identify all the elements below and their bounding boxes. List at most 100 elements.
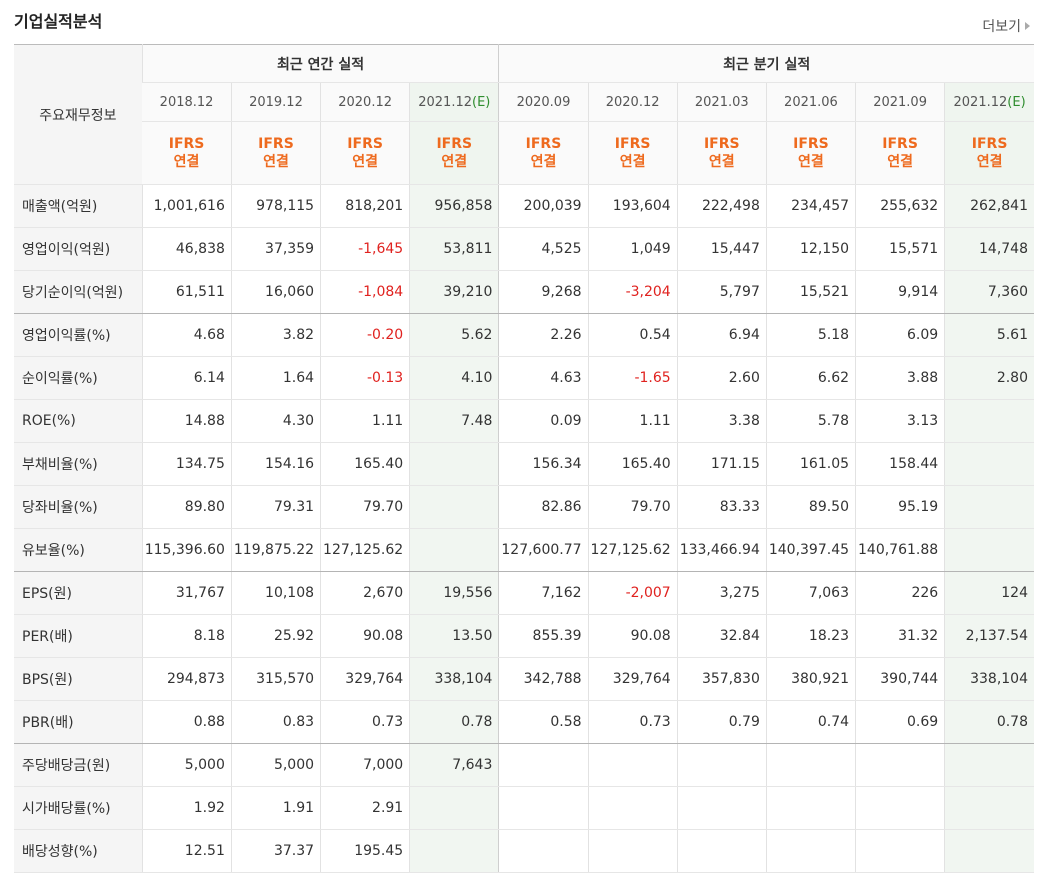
value-cell: 7.48 [409,399,499,443]
value-cell: 6.94 [676,313,767,357]
consolidated-label: 연결 [530,154,557,170]
value-cell [587,786,678,830]
value-cell: 956,858 [409,184,499,228]
value-cell: 1.92 [141,786,232,830]
value-cell: 12,150 [765,227,856,271]
period-header: 2021.06 [765,82,856,122]
ifrs-label: IFRS [971,136,1008,152]
ifrs-label: IFRS [882,136,918,152]
value-cell: 171.15 [676,442,767,486]
value-cell: 154.16 [230,442,321,486]
value-cell: 0.73 [587,700,678,744]
row-label: ROE(%) [14,399,143,443]
value-cell: 338,104 [409,657,499,701]
ifrs-label: IFRS [436,136,473,152]
value-cell: 1,001,616 [141,184,232,228]
consolidated-label: 연결 [976,154,1003,170]
value-cell: 226 [855,571,945,615]
value-cell: 156.34 [498,442,589,486]
value-cell: 10,108 [230,571,321,615]
value-cell: 140,761.88 [855,528,945,572]
value-cell [944,399,1034,443]
value-cell: 4.63 [498,356,589,400]
table-row: EPS(원) 31,767 10,108 2,670 19,556 7,162 -2,007… [14,571,1034,615]
estimate-mark: (E) [472,94,491,110]
value-cell: 7,063 [765,571,856,615]
value-cell: 234,457 [765,184,856,228]
value-cell: 14,748 [944,227,1034,271]
value-cell: 90.08 [320,614,410,658]
table-row: BPS(원) 294,873 315,570 329,764 338,104 342,78… [14,657,1034,701]
ifrs-header: IFRS 연결 [320,121,410,185]
value-cell: 1.11 [320,399,410,443]
value-cell: 222,498 [676,184,767,228]
more-link[interactable]: 더보기 [982,16,1030,36]
value-cell: 13.50 [409,614,499,658]
period-label: 2021.03 [694,94,749,110]
value-cell: 195.45 [320,829,410,873]
value-cell: 855.39 [498,614,589,658]
period-label: 2021.12 [953,94,1008,110]
table-row: PBR(배) 0.88 0.83 0.73 0.78 0.58 0.73 0.79 0.74 0.… [14,700,1034,744]
value-cell: 329,764 [320,657,410,701]
value-cell: 79.70 [320,485,410,529]
value-cell: 165.40 [320,442,410,486]
value-cell: 5.78 [765,399,856,443]
row-label: 당기순이익(억원) [14,270,143,314]
value-cell: 3.88 [855,356,945,400]
row-label: BPS(원) [14,657,143,701]
value-cell: 37,359 [230,227,321,271]
value-cell: 338,104 [944,657,1034,701]
value-cell: 2,670 [320,571,410,615]
value-cell: 5,797 [676,270,767,314]
financial-table: 주요재무정보 최근 연간 실적 최근 분기 실적 2018.12 2019.12 2… [14,44,1034,873]
consolidated-label: 연결 [263,154,289,170]
value-cell: 127,600.77 [498,528,589,572]
ifrs-label: IFRS [168,136,205,152]
value-cell: 53,811 [409,227,499,271]
value-cell: 294,873 [141,657,232,701]
value-cell: 5,000 [141,743,232,787]
value-cell: 1.11 [587,399,678,443]
ifrs-header: IFRS 연결 [142,121,232,185]
chevron-right-icon [1025,22,1030,30]
ifrs-header: IFRS 연결 [765,121,856,185]
value-cell: -1,084 [320,270,410,314]
value-cell: 6.09 [855,313,945,357]
value-cell: 342,788 [498,657,589,701]
value-cell: 3.82 [230,313,321,357]
value-cell: 127,125.62 [320,528,410,572]
value-cell [944,485,1034,529]
value-cell: 0.79 [676,700,767,744]
value-cell: 200,039 [498,184,589,228]
value-cell [944,442,1034,486]
consolidated-label: 연결 [441,154,468,170]
value-cell: 61,511 [141,270,232,314]
ifrs-label: IFRS [258,136,294,152]
period-label: 2020.12 [338,94,392,110]
value-cell [498,829,589,873]
value-cell: 978,115 [230,184,321,228]
consolidated-label: 연결 [352,154,378,170]
value-cell: 3.38 [676,399,767,443]
value-cell: 818,201 [320,184,410,228]
value-cell: 315,570 [230,657,321,701]
value-cell [587,829,678,873]
value-cell: 165.40 [587,442,678,486]
value-cell: 2.80 [944,356,1034,400]
value-cell: 390,744 [855,657,945,701]
consolidated-label: 연결 [708,154,735,170]
value-cell: 31,767 [141,571,232,615]
table-row: 영업이익(억원) 46,838 37,359 -1,645 53,811 4,525 1,0… [14,227,1034,271]
value-cell [676,743,767,787]
value-cell: 14.88 [141,399,232,443]
consolidated-label: 연결 [798,154,824,170]
value-cell: 4.68 [141,313,232,357]
value-cell: 7,162 [498,571,589,615]
group-header-annual: 최근 연간 실적 [141,44,499,83]
ifrs-header: IFRS 연결 [676,121,767,185]
period-label: 2021.09 [873,94,927,110]
value-cell: 0.54 [587,313,678,357]
value-cell [409,829,499,873]
table-row: PER(배) 8.18 25.92 90.08 13.50 855.39 90.08 32.8… [14,614,1034,658]
